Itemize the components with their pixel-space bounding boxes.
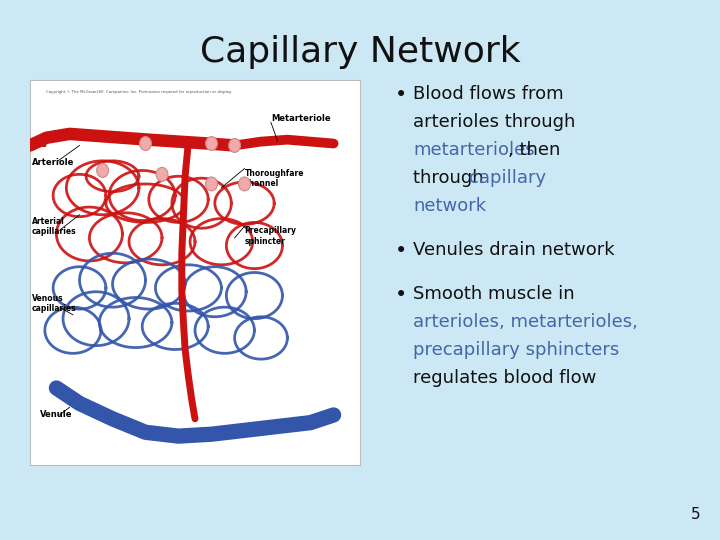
Circle shape bbox=[206, 177, 217, 191]
Text: through: through bbox=[413, 169, 490, 187]
Text: Metarteriole: Metarteriole bbox=[271, 114, 330, 123]
Text: metarterioles: metarterioles bbox=[413, 141, 535, 159]
Text: Arteriole: Arteriole bbox=[32, 158, 74, 167]
Text: Venules drain network: Venules drain network bbox=[413, 241, 615, 259]
Circle shape bbox=[206, 137, 217, 151]
Text: Smooth muscle in: Smooth muscle in bbox=[413, 285, 575, 303]
Circle shape bbox=[140, 137, 151, 151]
Circle shape bbox=[238, 177, 251, 191]
FancyBboxPatch shape bbox=[30, 80, 360, 465]
Text: network: network bbox=[413, 197, 486, 215]
Text: 5: 5 bbox=[690, 507, 700, 522]
Text: precapillary sphincters: precapillary sphincters bbox=[413, 341, 619, 359]
Circle shape bbox=[96, 164, 109, 178]
Text: Copyright © The McGraw-Hill  Companies, Inc. Permission required for reproductio: Copyright © The McGraw-Hill Companies, I… bbox=[47, 90, 233, 93]
Text: capillary: capillary bbox=[469, 169, 546, 187]
Circle shape bbox=[229, 139, 240, 152]
Text: •: • bbox=[395, 285, 408, 305]
Text: arterioles through: arterioles through bbox=[413, 113, 575, 131]
Text: Blood flows from: Blood flows from bbox=[413, 85, 564, 103]
Text: Venous
capillaries: Venous capillaries bbox=[32, 294, 76, 313]
Text: , then: , then bbox=[508, 141, 560, 159]
Text: arterioles, metarterioles,: arterioles, metarterioles, bbox=[413, 313, 638, 331]
Text: •: • bbox=[395, 241, 408, 261]
Text: Thoroughfare
channel: Thoroughfare channel bbox=[245, 168, 304, 188]
Text: Arterial
capillaries: Arterial capillaries bbox=[32, 217, 76, 236]
Text: regulates blood flow: regulates blood flow bbox=[413, 369, 596, 387]
Text: Venule: Venule bbox=[40, 410, 73, 420]
Text: Precapillary
sphincter: Precapillary sphincter bbox=[245, 226, 297, 246]
Text: Capillary Network: Capillary Network bbox=[199, 35, 521, 69]
Text: •: • bbox=[395, 85, 408, 105]
Circle shape bbox=[156, 167, 168, 181]
